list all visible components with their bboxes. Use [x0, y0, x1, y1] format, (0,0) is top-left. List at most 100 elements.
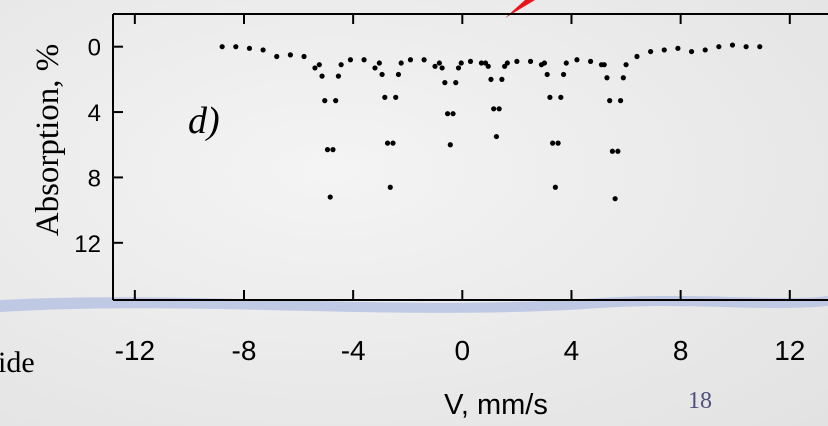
data-point: [609, 148, 616, 154]
data-point: [527, 58, 534, 64]
data-point: [316, 62, 322, 68]
data-point: [347, 57, 354, 63]
x-axis-label: V, mm/s: [444, 389, 548, 421]
data-point: [493, 133, 500, 140]
data-point: [558, 94, 564, 100]
data-point: [312, 65, 318, 71]
y-tick-label: 0: [88, 35, 101, 62]
data-point: [617, 98, 624, 104]
data-point: [587, 58, 594, 64]
data-point: [407, 57, 414, 63]
data-point: [327, 194, 333, 200]
data-point: [544, 71, 550, 78]
data-point: [390, 140, 396, 146]
data-point: [607, 98, 613, 104]
data-point: [743, 44, 749, 50]
data-point: [688, 48, 695, 55]
data-point: [504, 60, 510, 66]
data-point: [648, 48, 654, 55]
axes: [112, 13, 828, 301]
arrow: [505, 0, 535, 18]
data-point: [246, 45, 253, 51]
data-point: [552, 184, 558, 190]
decorative-band: [0, 296, 828, 313]
data-point: [450, 111, 456, 117]
y-tick-label: 8: [88, 165, 101, 192]
data-point: [615, 148, 621, 154]
data-point: [384, 140, 391, 146]
data-point: [395, 71, 402, 78]
data-point: [478, 60, 485, 66]
x-tick-label: 8: [673, 335, 689, 366]
annotation: d): [188, 100, 220, 142]
data-point: [260, 47, 266, 53]
data-point: [322, 98, 328, 104]
data-point: [372, 65, 378, 71]
data-point: [458, 60, 464, 66]
data-point: [455, 65, 462, 71]
data-point: [550, 140, 556, 146]
data-point: [274, 53, 280, 60]
data-point: [488, 76, 494, 82]
data-point: [432, 63, 438, 69]
data-point: [319, 73, 325, 79]
slide-text: ide: [0, 346, 35, 379]
data-point: [447, 142, 453, 148]
data-point: [467, 58, 474, 64]
data-point: [287, 52, 293, 58]
data-point: [496, 106, 502, 112]
data-point: [555, 140, 561, 146]
data-point: [634, 53, 640, 60]
data-point: [574, 57, 580, 63]
y-axis-label: Absorption, %: [30, 44, 66, 237]
data-point: [560, 71, 567, 78]
x-tick-label: 12: [774, 335, 805, 366]
data-point: [233, 44, 239, 50]
x-tick-label: -12: [115, 335, 155, 366]
data-point: [219, 44, 225, 50]
data-point: [499, 76, 505, 82]
data-point: [563, 60, 569, 66]
data-point: [491, 106, 497, 112]
x-tick-label: 4: [564, 335, 580, 366]
data-point: [382, 94, 388, 100]
data-point: [330, 147, 336, 153]
data-point: [702, 47, 708, 53]
data-point: [620, 75, 626, 81]
data-point: [442, 80, 448, 86]
page-number: 18: [688, 388, 712, 414]
data-point: [361, 57, 367, 63]
data-point: [623, 62, 629, 68]
y-tick-label: 4: [88, 100, 101, 127]
data-point: [514, 58, 520, 64]
data-point: [439, 65, 445, 71]
data-point: [601, 62, 607, 68]
x-tick-label: -8: [232, 335, 257, 366]
data-point: [757, 44, 763, 50]
data-point: [604, 75, 610, 81]
data-point: [376, 60, 382, 66]
data-point: [675, 45, 681, 51]
data-point: [485, 63, 491, 69]
x-tick-label: -4: [341, 335, 366, 366]
data-point: [729, 42, 736, 48]
data-point: [453, 80, 459, 86]
data-point: [612, 196, 618, 202]
data-point: [716, 44, 722, 50]
data-point: [541, 60, 548, 66]
data-point: [547, 94, 553, 100]
data-point: [444, 111, 451, 117]
data-point: [333, 98, 339, 104]
data-point: [661, 47, 667, 53]
y-tick-label: 12: [74, 231, 101, 258]
data-point: [398, 60, 404, 66]
data-point: [301, 53, 307, 60]
data-point: [421, 57, 427, 63]
data-point: [379, 71, 385, 78]
data-point: [393, 94, 399, 100]
data-point: [387, 184, 393, 190]
x-tick-label: 0: [455, 335, 471, 366]
data-point: [436, 60, 442, 66]
